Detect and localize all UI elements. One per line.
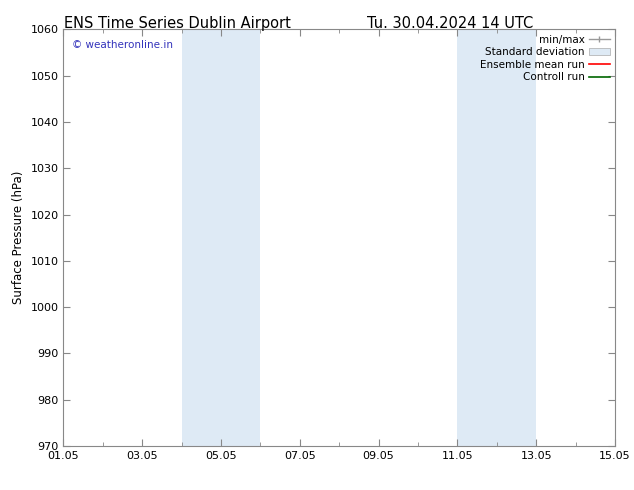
Text: © weatheronline.in: © weatheronline.in bbox=[72, 40, 172, 50]
Legend: min/max, Standard deviation, Ensemble mean run, Controll run: min/max, Standard deviation, Ensemble me… bbox=[478, 32, 612, 84]
Bar bbox=[457, 29, 536, 446]
Text: ENS Time Series Dublin Airport: ENS Time Series Dublin Airport bbox=[64, 16, 291, 31]
Text: Tu. 30.04.2024 14 UTC: Tu. 30.04.2024 14 UTC bbox=[367, 16, 533, 31]
Y-axis label: Surface Pressure (hPa): Surface Pressure (hPa) bbox=[12, 171, 25, 304]
Bar bbox=[181, 29, 261, 446]
